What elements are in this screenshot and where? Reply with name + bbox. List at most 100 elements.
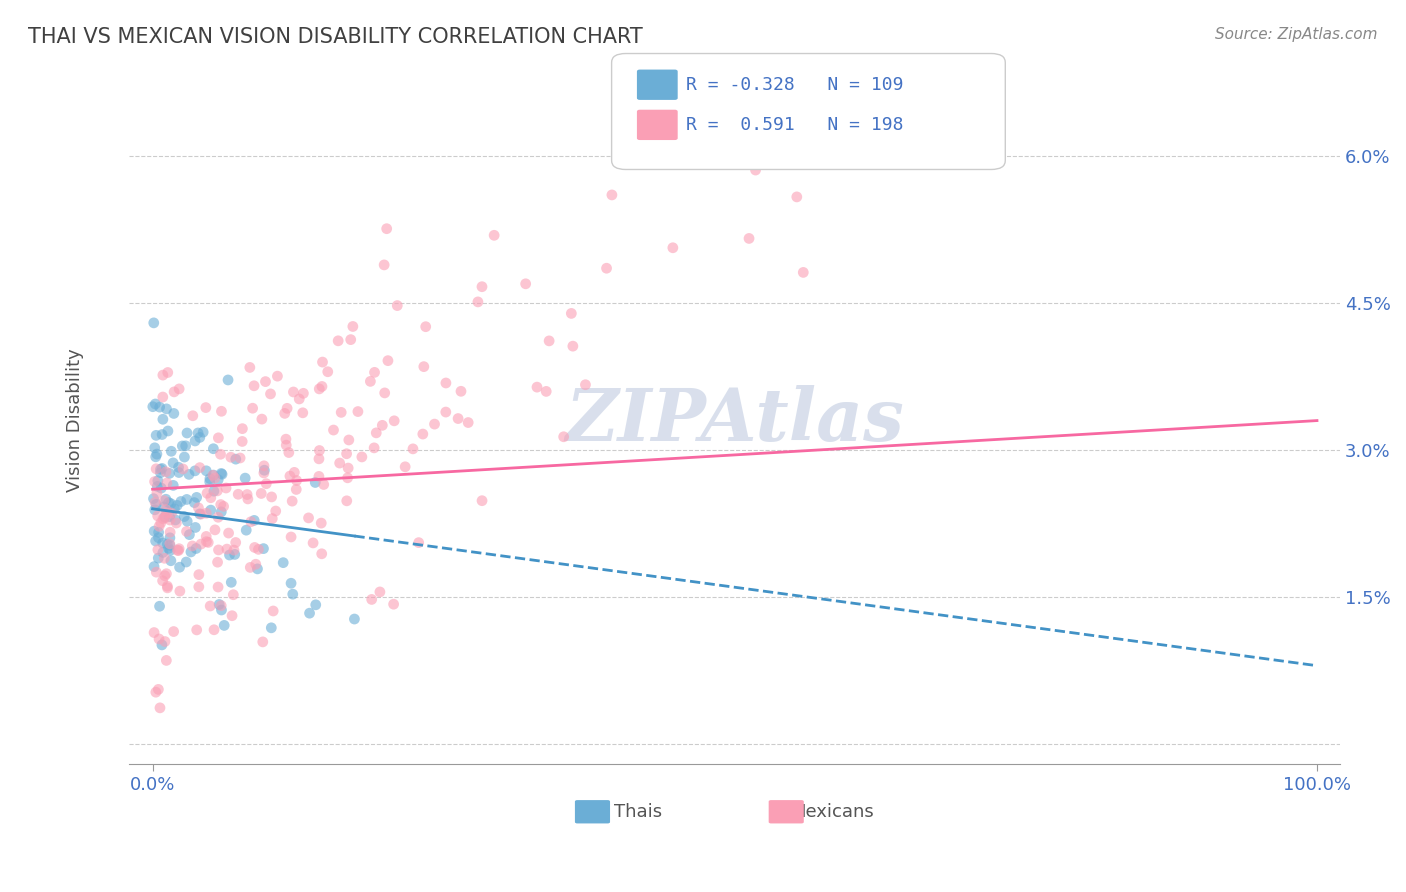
Point [208, 598, 231, 612]
Point [450, 384, 472, 399]
Point [337, 433, 360, 447]
Point [150, 638, 173, 652]
Point [150, 427, 173, 442]
Point [274, 432, 297, 446]
Point [165, 513, 187, 527]
Point [148, 551, 170, 566]
Point [281, 494, 304, 508]
Point [382, 414, 405, 428]
Point [209, 505, 232, 519]
Point [347, 404, 370, 418]
Point [153, 510, 176, 524]
Point [150, 481, 173, 495]
Point [146, 447, 169, 461]
Point [188, 507, 211, 521]
Point [271, 556, 294, 570]
Point [252, 541, 274, 556]
Point [457, 416, 479, 430]
Point [786, 190, 808, 204]
Point [309, 516, 332, 530]
Point [225, 535, 247, 549]
Point [239, 515, 262, 529]
Point [304, 475, 326, 490]
Point [285, 474, 308, 488]
Point [209, 447, 232, 461]
Point [195, 506, 218, 520]
Point [253, 458, 276, 473]
Point [170, 494, 193, 508]
Point [288, 392, 311, 406]
Point [595, 261, 617, 276]
Point [266, 369, 288, 384]
Point [152, 368, 174, 383]
Point [177, 467, 200, 482]
Point [190, 507, 212, 521]
Point [149, 400, 172, 414]
Point [200, 599, 222, 613]
Point [152, 545, 174, 559]
Point [360, 592, 382, 607]
Point [219, 450, 242, 465]
Point [434, 376, 457, 390]
Point [412, 427, 434, 442]
Point [209, 498, 232, 512]
Point [143, 524, 166, 538]
FancyBboxPatch shape [769, 800, 804, 823]
Point [179, 527, 201, 541]
Point [157, 541, 180, 556]
Point [149, 462, 172, 476]
Point [371, 418, 394, 433]
Point [191, 425, 214, 439]
Point [224, 548, 246, 562]
Point [149, 701, 172, 715]
Point [180, 545, 202, 559]
Point [187, 580, 209, 594]
Point [236, 491, 259, 506]
Point [156, 366, 179, 380]
Point [195, 534, 218, 549]
Point [152, 512, 174, 526]
Point [167, 543, 190, 558]
Point [600, 188, 623, 202]
Point [149, 466, 172, 480]
Point [153, 510, 176, 524]
Point [217, 373, 239, 387]
Point [166, 499, 188, 513]
Point [153, 568, 176, 582]
Point [145, 450, 167, 464]
Point [387, 299, 409, 313]
Point [149, 516, 172, 530]
Point [167, 382, 190, 396]
Point [186, 491, 208, 505]
Point [184, 520, 207, 534]
Point [172, 439, 194, 453]
Point [363, 441, 385, 455]
Point [156, 476, 179, 491]
Point [280, 530, 302, 544]
Point [145, 462, 167, 476]
Point [172, 462, 194, 476]
Point [143, 495, 166, 509]
Point [195, 464, 218, 478]
Point [471, 493, 494, 508]
Point [174, 555, 197, 569]
Point [160, 497, 183, 511]
Point [302, 536, 325, 550]
Point [145, 565, 167, 579]
Point [329, 456, 352, 470]
Point [156, 581, 179, 595]
Point [226, 487, 249, 501]
Point [143, 441, 166, 455]
Point [143, 503, 166, 517]
Point [538, 334, 561, 348]
Point [148, 599, 170, 614]
Point [207, 510, 229, 524]
Point [239, 360, 262, 375]
Point [336, 447, 359, 461]
Point [160, 554, 183, 568]
Point [198, 475, 221, 489]
Point [336, 493, 359, 508]
Point [277, 445, 299, 459]
Point [167, 541, 190, 556]
Point [363, 365, 385, 379]
